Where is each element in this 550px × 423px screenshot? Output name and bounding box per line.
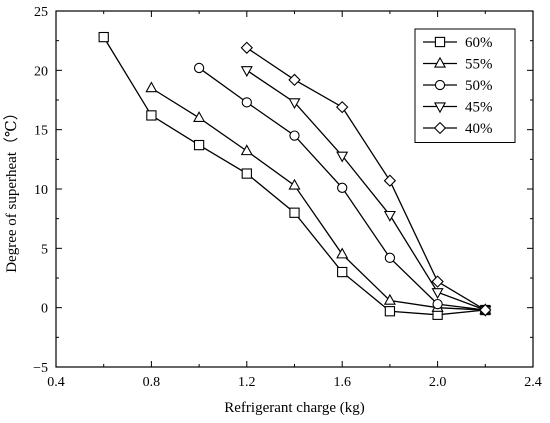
data-point xyxy=(337,266,348,278)
legend-label: 55% xyxy=(465,57,493,73)
data-point xyxy=(384,306,396,317)
data-point xyxy=(240,66,253,78)
data-point xyxy=(241,168,252,179)
legend-marker xyxy=(434,36,446,48)
data-point xyxy=(383,174,397,187)
data-point xyxy=(288,178,301,190)
data-point xyxy=(288,73,301,87)
data-point xyxy=(288,98,301,110)
y-tick-label: 0 xyxy=(41,302,48,317)
y-tick-label: 20 xyxy=(34,64,48,79)
y-tick-label: 5 xyxy=(41,242,48,257)
data-point xyxy=(193,139,205,151)
data-point xyxy=(336,151,349,163)
legend-marker xyxy=(433,56,447,68)
data-point xyxy=(383,293,396,305)
data-point xyxy=(145,81,158,93)
series-55pct xyxy=(145,81,492,315)
x-tick-label: 2.0 xyxy=(429,375,447,390)
data-point xyxy=(289,130,300,141)
data-point xyxy=(336,247,349,259)
x-tick-label: 0.4 xyxy=(47,375,65,390)
data-point xyxy=(193,62,205,74)
data-point xyxy=(193,111,206,122)
legend-marker xyxy=(433,102,447,114)
data-point xyxy=(383,210,396,222)
legend-label: 50% xyxy=(465,78,493,94)
data-point xyxy=(240,144,253,156)
y-axis-label: Degree of superheat（℃） xyxy=(3,105,20,273)
series-line xyxy=(151,87,486,311)
data-point xyxy=(289,207,300,218)
data-point xyxy=(98,31,109,43)
data-point xyxy=(432,298,443,310)
x-axis-label: Refrigerant charge (kg) xyxy=(224,400,365,416)
x-tick-label: 2.4 xyxy=(524,375,542,390)
y-tick-label: −5 xyxy=(33,361,48,376)
y-tick-label: 10 xyxy=(34,183,48,198)
legend-label: 60% xyxy=(465,35,493,51)
series-40pct xyxy=(240,41,492,317)
series-line xyxy=(246,69,486,311)
data-point xyxy=(431,288,444,299)
data-point xyxy=(384,252,396,263)
legend-label: 40% xyxy=(465,121,493,137)
x-tick-label: 1.6 xyxy=(333,375,351,390)
y-tick-label: 25 xyxy=(34,5,48,20)
data-point xyxy=(336,100,349,114)
data-point xyxy=(479,303,492,317)
legend-label: 45% xyxy=(465,100,493,116)
data-point xyxy=(240,41,253,54)
series-line xyxy=(246,47,486,311)
data-point xyxy=(337,182,348,193)
data-point xyxy=(431,275,444,288)
legend-box xyxy=(414,28,516,143)
legend-marker xyxy=(434,79,446,91)
data-point xyxy=(241,97,252,108)
data-point xyxy=(146,110,157,121)
legend-marker xyxy=(433,121,447,135)
x-tick-label: 0.8 xyxy=(143,375,161,390)
y-tick-label: 15 xyxy=(34,124,48,139)
x-tick-label: 1.2 xyxy=(238,375,256,390)
